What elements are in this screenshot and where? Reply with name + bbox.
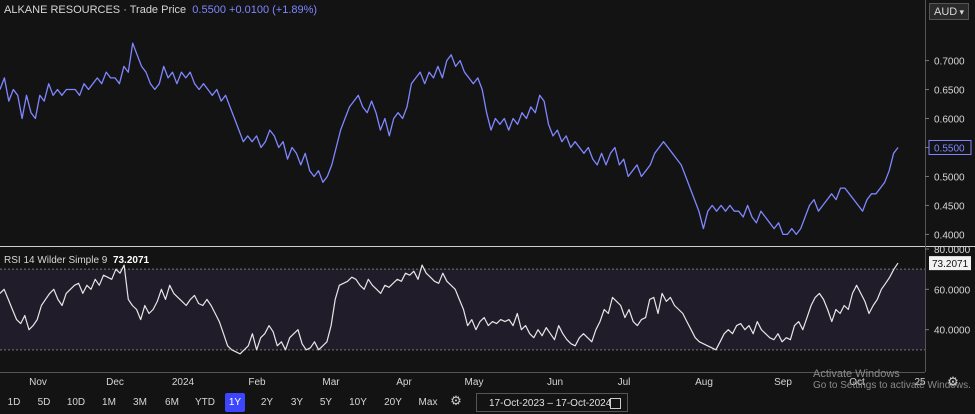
x-tick-label: 2024 bbox=[172, 377, 195, 388]
calendar-icon bbox=[610, 398, 621, 409]
range-button-ytd[interactable]: YTD bbox=[195, 397, 215, 408]
currency-value: AUD bbox=[934, 6, 958, 18]
rsi-series-line bbox=[0, 262, 899, 355]
chart-canvas: 0.7000 0.6500 0.6000 0.5500 0.5000 0.4500 0.40… bbox=[0, 0, 975, 388]
x-tick-label: Dec bbox=[106, 377, 124, 388]
price-series-line bbox=[0, 42, 899, 236]
x-tick-label: May bbox=[465, 377, 484, 388]
x-tick-label: Jun bbox=[547, 377, 563, 388]
range-button-3m[interactable]: 3M bbox=[133, 397, 147, 408]
range-button-1d[interactable]: 1D bbox=[7, 397, 21, 408]
range-settings-gear-icon[interactable]: ⚙ bbox=[450, 393, 462, 408]
price-tick-label: 0.6500 bbox=[934, 86, 965, 97]
current-price: 0.5500 bbox=[192, 4, 226, 16]
rsi-header: RSI 14 Wilder Simple 9 73.2071 bbox=[4, 255, 149, 266]
x-tick-label: Oct bbox=[849, 377, 865, 388]
last-price-label: 0.5500 bbox=[934, 143, 965, 154]
price-tick-label: 0.7000 bbox=[934, 57, 965, 68]
range-button-10y[interactable]: 10Y bbox=[349, 397, 367, 408]
range-button-6m[interactable]: 6M bbox=[165, 397, 179, 408]
chevron-down-icon: ▾ bbox=[959, 7, 964, 17]
watermark-line1: Activate Windows bbox=[813, 368, 900, 380]
price-tick-label: 0.4000 bbox=[934, 230, 965, 241]
x-tick-label: Feb bbox=[248, 377, 266, 388]
price-tick-label: 0.4500 bbox=[934, 201, 965, 212]
rsi-tick-label: 40.0000 bbox=[934, 326, 971, 337]
x-tick-label: Mar bbox=[322, 377, 340, 388]
price-tick-label: 0.6000 bbox=[934, 115, 965, 126]
rsi-value: 73.2071 bbox=[112, 255, 150, 266]
x-tick-label: Aug bbox=[695, 377, 713, 388]
range-button-1m[interactable]: 1M bbox=[102, 397, 116, 408]
range-button-2y[interactable]: 2Y bbox=[260, 397, 274, 408]
price-change: +0.0100 (+1.89%) bbox=[229, 4, 318, 16]
x-tick-label: Nov bbox=[29, 377, 47, 388]
range-button-10d[interactable]: 10D bbox=[66, 397, 86, 408]
chart-settings-gear-icon[interactable]: ⚙ bbox=[947, 374, 959, 389]
price-tick-label: 0.5000 bbox=[934, 172, 965, 183]
rsi-label: RSI 14 Wilder Simple 9 bbox=[4, 255, 108, 266]
activate-windows-watermark: Activate Windows Go to Settings to activ… bbox=[813, 368, 971, 392]
range-button-5d[interactable]: 5D bbox=[37, 397, 51, 408]
x-tick-label: Sep bbox=[774, 377, 792, 388]
rsi-tick-label: 60.0000 bbox=[934, 285, 971, 296]
instrument-title: ALKANE RESOURCES · Trade Price bbox=[4, 4, 187, 16]
rsi-band bbox=[0, 269, 925, 350]
range-button-1y[interactable]: 1Y bbox=[225, 393, 245, 412]
last-rsi-label: 73.2071 bbox=[932, 259, 969, 270]
range-button-3y[interactable]: 3Y bbox=[290, 397, 304, 408]
last-rsi-box bbox=[929, 256, 971, 271]
x-tick-label: Apr bbox=[396, 377, 412, 388]
date-separator: – bbox=[547, 398, 553, 409]
range-button-max[interactable]: Max bbox=[418, 397, 438, 408]
bottom-toolbar: 1D 5D 10D 1M 3M 6M YTD 1Y 2Y 3Y 5Y 10Y 20Y Max ⚙ 17-O… bbox=[0, 393, 975, 414]
date-start: 17-Oct-2023 bbox=[489, 398, 545, 409]
last-price-box bbox=[928, 139, 972, 155]
date-end: 17-Oct-2024 bbox=[555, 398, 612, 409]
rsi-tick-label: 80.0000 bbox=[934, 245, 971, 256]
date-range-picker[interactable]: 17-Oct-2023 – 17-Oct-2024 bbox=[476, 393, 628, 412]
watermark-line2: Go to Settings to activate Windows. bbox=[813, 380, 971, 391]
x-tick-label: Jul bbox=[618, 377, 631, 388]
price-header: ALKANE RESOURCES · Trade Price 0.5500 +0… bbox=[4, 4, 317, 16]
range-button-5y[interactable]: 5Y bbox=[319, 397, 333, 408]
currency-select[interactable]: AUD ▾ bbox=[929, 3, 969, 20]
x-tick-label: 25 bbox=[914, 377, 926, 388]
range-button-20y[interactable]: 20Y bbox=[384, 397, 402, 408]
